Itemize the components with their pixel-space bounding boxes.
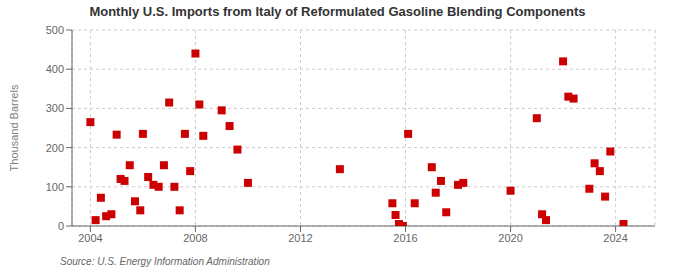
svg-text:2016: 2016 <box>393 232 417 244</box>
svg-text:2012: 2012 <box>288 232 312 244</box>
html-text:Source: U.S. Energy Informatio: Source: U.S. Energy Information Administ… <box>60 256 270 267</box>
svg-text:300: 300 <box>46 102 64 114</box>
svg-text:2004: 2004 <box>78 232 102 244</box>
html-text:Monthly U.S. Imports from Ital: Monthly U.S. Imports from Italy of Refor… <box>89 4 586 19</box>
svg-text:0: 0 <box>58 220 64 232</box>
svg-text:200: 200 <box>46 142 64 154</box>
svg-text:2020: 2020 <box>498 232 522 244</box>
svg-text:2008: 2008 <box>183 232 207 244</box>
svg-text:100: 100 <box>46 181 64 193</box>
svg-text:Thousand Barrels: Thousand Barrels <box>8 84 20 171</box>
svg-text:500: 500 <box>46 24 64 36</box>
svg-text:400: 400 <box>46 63 64 75</box>
svg-text:2024: 2024 <box>603 232 627 244</box>
